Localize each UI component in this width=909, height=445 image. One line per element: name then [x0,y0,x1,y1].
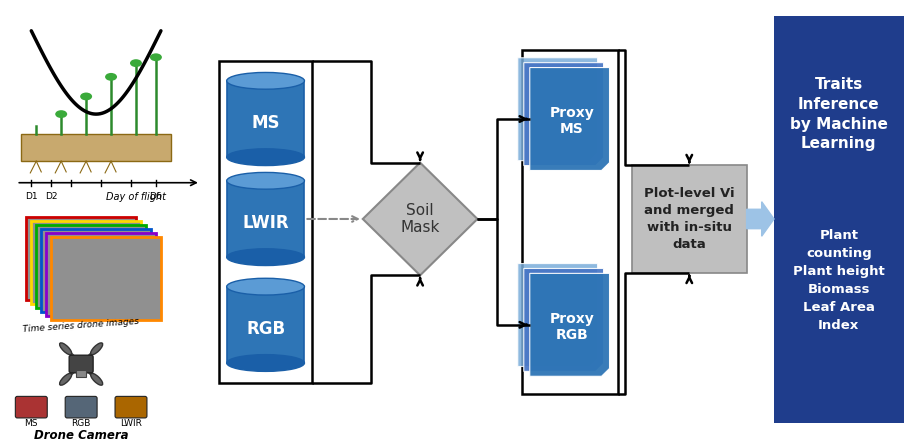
Ellipse shape [60,373,72,385]
Text: Plot-level Vi
and merged
with in-situ
data: Plot-level Vi and merged with in-situ da… [644,187,734,251]
Text: RGB: RGB [72,419,91,428]
FancyBboxPatch shape [31,221,141,304]
Polygon shape [530,273,610,376]
Ellipse shape [91,343,103,355]
Text: MS: MS [251,114,280,132]
FancyBboxPatch shape [226,287,305,363]
Ellipse shape [130,59,142,67]
Text: Proxy
MS: Proxy MS [549,106,594,136]
Ellipse shape [150,53,162,61]
Ellipse shape [80,93,92,101]
Text: Proxy
RGB: Proxy RGB [549,312,594,342]
FancyBboxPatch shape [21,134,171,161]
FancyBboxPatch shape [51,237,161,320]
Polygon shape [518,263,597,367]
Text: LWIR: LWIR [243,214,289,232]
Ellipse shape [226,172,305,189]
Ellipse shape [105,73,117,81]
Text: RGB: RGB [246,320,285,338]
Text: Time series drone images: Time series drone images [23,317,140,334]
Text: Soil
Mask: Soil Mask [401,203,440,235]
FancyBboxPatch shape [774,16,904,423]
FancyBboxPatch shape [26,217,136,300]
FancyBboxPatch shape [632,165,746,273]
Ellipse shape [226,73,305,89]
Ellipse shape [226,249,305,266]
Text: MS: MS [25,419,38,428]
Text: D2: D2 [45,191,57,201]
Text: Drone Camera: Drone Camera [34,429,128,442]
FancyBboxPatch shape [46,233,156,316]
Polygon shape [518,58,597,161]
Ellipse shape [226,355,305,372]
FancyBboxPatch shape [41,229,151,312]
Ellipse shape [60,343,72,355]
FancyBboxPatch shape [36,225,146,308]
Ellipse shape [55,110,67,118]
Ellipse shape [226,149,305,166]
Text: D6: D6 [150,191,162,201]
Polygon shape [363,162,477,275]
Text: Traits
Inference
by Machine
Learning: Traits Inference by Machine Learning [790,77,888,151]
Text: Day of flight: Day of flight [106,191,166,202]
Ellipse shape [226,278,305,295]
FancyBboxPatch shape [65,396,97,418]
FancyBboxPatch shape [226,181,305,257]
Polygon shape [524,63,604,166]
FancyBboxPatch shape [15,396,47,418]
Text: D1: D1 [25,191,37,201]
FancyBboxPatch shape [76,370,86,377]
Ellipse shape [91,373,103,385]
Polygon shape [530,68,610,170]
Text: LWIR: LWIR [120,419,142,428]
Polygon shape [524,268,604,372]
FancyBboxPatch shape [226,81,305,157]
FancyBboxPatch shape [69,355,93,373]
FancyBboxPatch shape [115,396,147,418]
Polygon shape [746,202,774,236]
Text: Plant
counting
Plant height
Biomass
Leaf Area
Index: Plant counting Plant height Biomass Leaf… [793,229,884,332]
